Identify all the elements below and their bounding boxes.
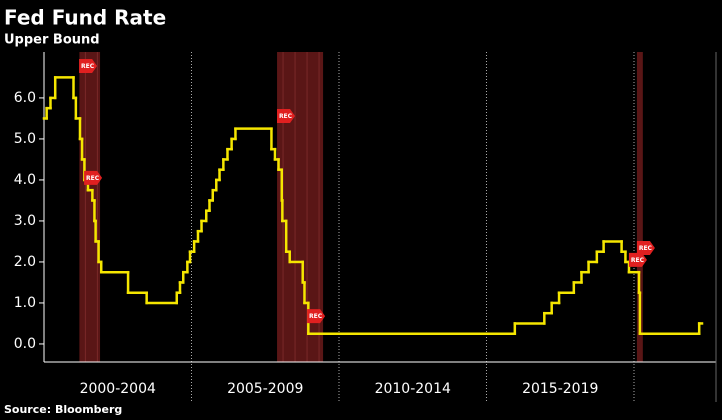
- rec-marker: [84, 170, 103, 185]
- recession-band: [636, 52, 643, 362]
- rec-label: REC: [631, 257, 645, 264]
- rec-marker: [277, 108, 296, 123]
- y-tick-label: 1.0: [14, 295, 36, 311]
- x-category-label: 2010-2014: [375, 381, 451, 397]
- x-category-label: 2000-2004: [80, 381, 156, 397]
- y-tick-label: 3.0: [14, 213, 36, 229]
- y-tick-label: 6.0: [14, 90, 36, 106]
- y-tick-label: 0.0: [14, 336, 36, 352]
- source: Source: Bloomberg: [4, 403, 122, 416]
- rec-marker: [628, 252, 647, 267]
- y-tick-label: 2.0: [14, 254, 36, 270]
- x-category-label: 2005-2009: [227, 381, 303, 397]
- rec-label: REC: [309, 313, 323, 320]
- recession-band: [79, 52, 101, 362]
- rec-marker: [307, 309, 326, 324]
- rec-label: REC: [279, 113, 293, 120]
- chart-title: Fed Fund Rate: [4, 6, 166, 30]
- rec-marker: [79, 58, 98, 73]
- x-category-label: 2015-2019: [522, 381, 598, 397]
- y-tick-label: 4.0: [14, 172, 36, 188]
- rec-label: REC: [639, 245, 653, 252]
- rec-label: REC: [86, 175, 100, 182]
- rec-marker: [636, 241, 655, 256]
- rec-label: REC: [81, 63, 95, 70]
- chart-subtitle: Upper Bound: [4, 33, 100, 48]
- y-tick-label: 5.0: [14, 131, 36, 147]
